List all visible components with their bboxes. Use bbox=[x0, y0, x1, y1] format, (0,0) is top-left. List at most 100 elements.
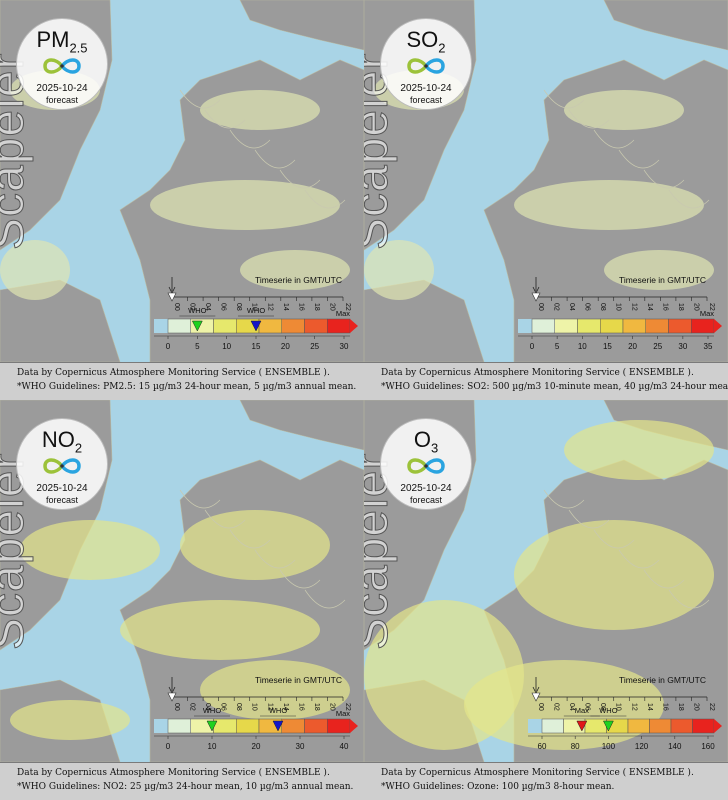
pollutant-symbol: SO bbox=[406, 27, 439, 52]
timeline-hour-label: 22 bbox=[344, 303, 351, 311]
timeline: 00 02 04 06 08 10 12 14 16 18 20 22 bbox=[167, 677, 351, 711]
border-line bbox=[254, 149, 296, 169]
panel-o3: 00 02 04 06 08 10 12 14 16 18 20 22 Timeserie in GMT… bbox=[364, 400, 728, 800]
scale-below-range-swatch bbox=[154, 319, 168, 333]
scale-swatch bbox=[554, 318, 578, 334]
border-line bbox=[304, 189, 346, 209]
timeline-hour-label: 08 bbox=[235, 703, 242, 711]
marker-label: WHO bbox=[203, 706, 221, 715]
timeline-hour-label: 10 bbox=[251, 303, 258, 311]
scale-overflow-arrow-icon bbox=[350, 719, 358, 733]
pollution-area bbox=[20, 520, 160, 580]
color-scale: 60 80 100 120 140 160 Max WHO bbox=[528, 706, 722, 751]
timeline-hour-label: 00 bbox=[537, 303, 544, 311]
data-source-caption: Data by Copernicus Atmosphere Monitoring… bbox=[364, 762, 728, 800]
scale-overflow-arrow-icon bbox=[350, 319, 358, 333]
scale-swatch bbox=[213, 318, 237, 334]
pollution-area bbox=[180, 510, 330, 580]
scale-swatch bbox=[577, 318, 601, 334]
border-line bbox=[204, 109, 246, 129]
infinity-logo-icon bbox=[407, 58, 445, 74]
caption-who-guideline-line: *WHO Guidelines: Ozone: 100 µg/m3 8-hour… bbox=[381, 782, 615, 792]
scale-tick-label: 10 bbox=[208, 742, 217, 751]
scale-tick-label: 10 bbox=[222, 342, 231, 351]
panel-so2: 00 02 04 06 08 10 12 14 16 18 20 22 Timeserie in GMT… bbox=[364, 0, 728, 400]
land-mass bbox=[603, 0, 728, 51]
timeline-hour-label: 06 bbox=[220, 303, 227, 311]
guideline-marker-icon bbox=[191, 320, 203, 332]
scale-tick-label: 20 bbox=[252, 742, 261, 751]
scale-tick-label: 25 bbox=[310, 342, 319, 351]
scale-swatch bbox=[541, 718, 564, 734]
border-line bbox=[668, 589, 710, 609]
pollutant-title: O3 bbox=[381, 427, 471, 455]
scale-swatch bbox=[304, 318, 328, 334]
pollution-area bbox=[0, 240, 70, 300]
caption-source-line: Data by Copernicus Atmosphere Monitoring… bbox=[17, 368, 330, 378]
pollution-area bbox=[514, 180, 704, 230]
scale-tick-label: 60 bbox=[538, 742, 547, 751]
marker-label: WHO bbox=[247, 306, 265, 315]
timeline-hour-label: 18 bbox=[677, 703, 684, 711]
caption-source-line: Data by Copernicus Atmosphere Monitoring… bbox=[17, 768, 330, 778]
border-line bbox=[543, 489, 585, 509]
pollution-area bbox=[564, 90, 684, 130]
border-line bbox=[279, 569, 321, 589]
color-scale: 0 5 10 15 20 25 30 35 Max bbox=[518, 309, 722, 351]
pollutant-title: NO2 bbox=[17, 427, 107, 455]
pollution-area bbox=[604, 250, 714, 290]
scale-below-range-swatch bbox=[518, 319, 532, 333]
color-scale: 0 5 10 15 20 25 30 Max WHO WHO bbox=[154, 306, 358, 351]
forecast-label: forecast bbox=[45, 95, 78, 105]
caption-source-line: Data by Copernicus Atmosphere Monitoring… bbox=[381, 768, 694, 778]
scale-max-label: Max bbox=[336, 709, 350, 718]
data-source-caption: Data by Copernicus Atmosphere Monitoring… bbox=[0, 362, 364, 400]
scale-swatch bbox=[167, 718, 191, 734]
current-time-marker-icon bbox=[167, 292, 177, 302]
timeline-hour-label: 20 bbox=[328, 703, 335, 711]
border-line bbox=[593, 529, 635, 549]
scale-tick-label: 10 bbox=[578, 342, 587, 351]
current-time-marker-icon bbox=[167, 692, 177, 702]
pollution-area bbox=[150, 180, 340, 230]
pollutant-symbol: PM bbox=[36, 27, 70, 52]
timeline-hour-label: 10 bbox=[615, 303, 622, 311]
infinity-logo-icon bbox=[43, 58, 81, 74]
panel-pm25: 00 02 04 06 08 10 12 14 16 18 20 22 Timeserie in GMT… bbox=[0, 0, 364, 400]
timeline-hour-label: 00 bbox=[173, 703, 180, 711]
color-scale: 0 10 20 30 40 Max WHO WHO bbox=[154, 706, 358, 751]
scale-swatch bbox=[627, 718, 650, 734]
caption-source-line: Data by Copernicus Atmosphere Monitoring… bbox=[381, 368, 694, 378]
scale-swatch bbox=[327, 718, 351, 734]
timeline-hour-label: 08 bbox=[599, 303, 606, 311]
scale-swatch bbox=[281, 318, 305, 334]
forecast-date: 2025-10-24 bbox=[36, 83, 88, 94]
marker-label: WHO bbox=[599, 706, 617, 715]
timeline: 00 02 04 06 08 10 12 14 16 18 20 22 bbox=[531, 277, 715, 311]
guideline-marker-icon bbox=[272, 720, 284, 732]
current-time-marker-icon bbox=[531, 692, 541, 702]
scale-max-label: Max bbox=[700, 309, 714, 318]
timeline-hour-label: 14 bbox=[282, 703, 289, 711]
guideline-marker-icon bbox=[576, 720, 588, 732]
scale-swatch bbox=[531, 318, 555, 334]
timeline-hour-label: 02 bbox=[553, 703, 560, 711]
scale-swatch bbox=[692, 718, 715, 734]
timeline-hour-label: 16 bbox=[661, 703, 668, 711]
scale-swatch bbox=[600, 318, 624, 334]
scale-below-range-swatch bbox=[154, 719, 168, 733]
land-mass bbox=[239, 400, 364, 451]
pollutant-subscript: 2.5 bbox=[69, 40, 88, 56]
timeline-hour-label: 22 bbox=[344, 703, 351, 711]
border-line bbox=[279, 169, 321, 189]
timeline-hour-label: 08 bbox=[599, 703, 606, 711]
scale-tick-label: 0 bbox=[166, 342, 171, 351]
pollutant-subscript: 2 bbox=[438, 40, 446, 56]
scale-below-range-swatch bbox=[528, 719, 542, 733]
pollution-area bbox=[564, 420, 714, 480]
border-line bbox=[179, 489, 221, 509]
scale-tick-label: 35 bbox=[704, 342, 713, 351]
timeline-hour-label: 14 bbox=[646, 303, 653, 311]
border-line bbox=[204, 509, 246, 529]
